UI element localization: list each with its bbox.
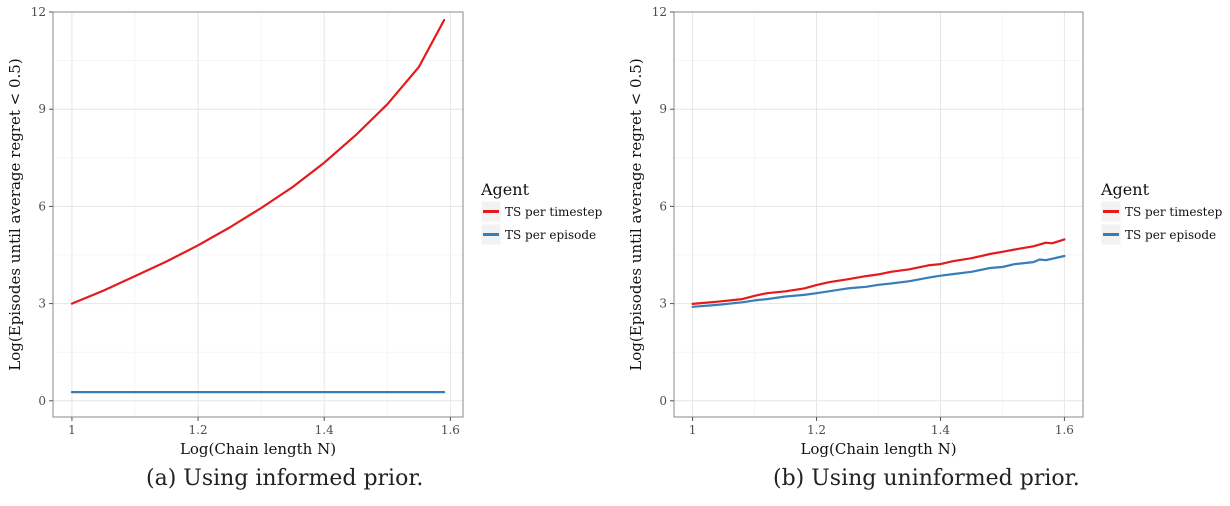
y-tick-label: 12 bbox=[31, 5, 46, 19]
y-tick-label: 0 bbox=[659, 394, 667, 408]
y-axis-label: Log(Episodes until average regret < 0.5) bbox=[627, 58, 645, 370]
legend-label: TS per timestep bbox=[1125, 205, 1223, 219]
legend-label: TS per episode bbox=[1125, 228, 1216, 242]
y-tick-label: 9 bbox=[659, 102, 667, 116]
legend: Agent TS per timestep TS per episode bbox=[480, 180, 603, 246]
chart-panel-b: 1 1.2 1.4 1.6 0 3 6 9 12 Log(Chain length N) Log(E… bbox=[627, 5, 1223, 458]
y-tick-label: 9 bbox=[38, 102, 46, 116]
plot-border bbox=[52, 11, 464, 418]
x-tick-label: 1.2 bbox=[189, 423, 208, 437]
x-tick-label: 1.4 bbox=[931, 423, 950, 437]
series-line-ts-per-timestep bbox=[691, 238, 1066, 305]
legend-title: Agent bbox=[1100, 180, 1150, 199]
y-tick-label: 3 bbox=[659, 297, 667, 311]
y-tick-label: 3 bbox=[38, 297, 46, 311]
y-tick-label: 6 bbox=[659, 199, 667, 213]
legend-label: TS per timestep bbox=[505, 205, 603, 219]
plot-area bbox=[53, 12, 463, 417]
plot-border bbox=[673, 11, 1084, 418]
x-axis-label: Log(Chain length N) bbox=[180, 440, 336, 458]
legend: Agent TS per timestep TS per episode bbox=[1100, 180, 1223, 246]
y-axis-label: Log(Episodes until average regret < 0.5) bbox=[6, 58, 24, 370]
chart-panel-a: 1 1.2 1.4 1.6 0 3 6 9 12 Log(Chain length N) Log(E… bbox=[6, 5, 603, 458]
x-tick-label: 1 bbox=[68, 423, 76, 437]
y-tick-label: 6 bbox=[38, 199, 46, 213]
x-tick-label: 1.6 bbox=[441, 423, 460, 437]
x-tick-label: 1 bbox=[689, 423, 697, 437]
caption-b: (b) Using uninformed prior. bbox=[773, 466, 1080, 491]
x-axis-label: Log(Chain length N) bbox=[800, 440, 956, 458]
series-line-ts-per-timestep bbox=[70, 19, 446, 305]
x-tick-label: 1.4 bbox=[315, 423, 334, 437]
x-tick-label: 1.2 bbox=[807, 423, 826, 437]
y-tick-label: 12 bbox=[652, 5, 667, 19]
legend-title: Agent bbox=[480, 180, 530, 199]
y-tick-label: 0 bbox=[38, 394, 46, 408]
caption-a: (a) Using informed prior. bbox=[146, 466, 424, 491]
figure: 1 1.2 1.4 1.6 0 3 6 9 12 Log(Chain length N) Log(E… bbox=[6, 5, 1223, 458]
x-tick-label: 1.6 bbox=[1055, 423, 1074, 437]
legend-label: TS per episode bbox=[505, 228, 596, 242]
series-line-ts-per-episode bbox=[691, 254, 1066, 308]
